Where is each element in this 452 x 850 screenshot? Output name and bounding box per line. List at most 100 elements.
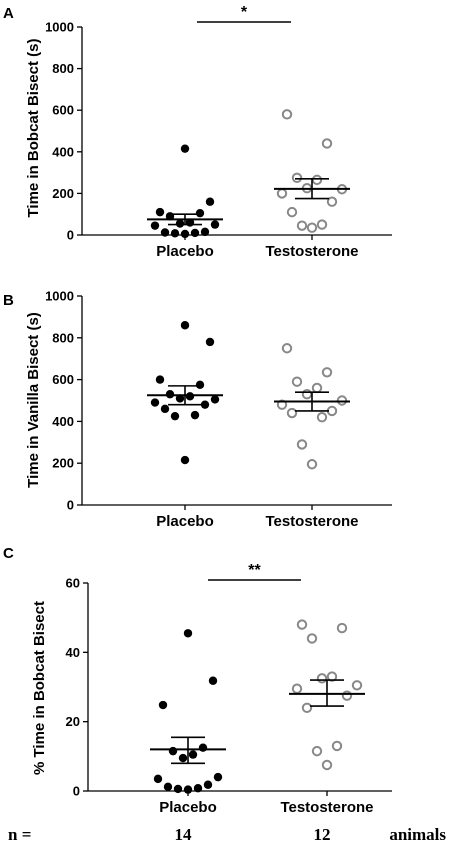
- data-point: [341, 690, 353, 701]
- data-point: [150, 398, 160, 407]
- data-point: [183, 785, 193, 794]
- data-point: [336, 622, 348, 634]
- y-axis-label: Time in Vanilla Bisect (s): [25, 312, 42, 488]
- data-point: [321, 367, 333, 378]
- data-point: [296, 220, 308, 231]
- data-point: [291, 172, 303, 184]
- data-point: [336, 395, 348, 406]
- y-tick-label: 800: [52, 61, 74, 76]
- data-point: [155, 375, 165, 384]
- data-point: [331, 740, 343, 752]
- data-point: [200, 400, 210, 409]
- data-point: [276, 188, 288, 199]
- data-point: [205, 197, 215, 206]
- y-tick-label: 400: [52, 144, 74, 159]
- y-tick-label: 20: [66, 714, 80, 729]
- x-tick-label: Testosterone: [265, 243, 358, 260]
- data-point: [183, 629, 193, 638]
- y-tick-label: 0: [73, 784, 80, 799]
- data-point: [306, 222, 318, 233]
- x-tick-label: Placebo: [159, 799, 217, 816]
- data-point: [175, 394, 185, 403]
- y-tick-label: 800: [52, 330, 74, 345]
- y-tick-label: 40: [66, 645, 80, 660]
- data-point: [213, 772, 223, 782]
- data-point: [160, 404, 170, 414]
- data-point: [316, 673, 328, 684]
- data-point: [190, 228, 200, 238]
- data-point: [286, 206, 298, 218]
- panel-letter: C: [3, 545, 14, 562]
- data-point: [321, 138, 333, 149]
- data-point: [281, 343, 293, 354]
- data-point: [198, 743, 208, 752]
- data-point: [155, 207, 165, 217]
- data-point: [311, 745, 323, 757]
- data-point: [301, 389, 313, 400]
- data-point: [311, 174, 323, 186]
- n-label: n =: [8, 825, 31, 844]
- data-point: [158, 700, 168, 710]
- data-point: [185, 392, 195, 401]
- animals-label: animals: [389, 825, 446, 844]
- y-tick-label: 400: [52, 414, 74, 429]
- data-point: [301, 702, 313, 713]
- significance-label: **: [248, 562, 261, 579]
- sample-size-footer: n = 14 12 animals: [8, 825, 446, 844]
- testosterone-n: 12: [314, 825, 331, 844]
- data-point: [281, 109, 293, 120]
- data-point: [190, 410, 200, 420]
- y-tick-label: 600: [52, 103, 74, 118]
- y-tick-label: 200: [52, 456, 74, 471]
- panel-letter: A: [3, 5, 14, 22]
- data-point: [163, 782, 173, 792]
- x-tick-label: Placebo: [156, 513, 214, 530]
- data-point: [153, 774, 163, 784]
- y-tick-label: 200: [52, 186, 74, 201]
- data-point: [203, 780, 213, 789]
- data-point: [195, 380, 205, 390]
- y-tick-label: 60: [66, 576, 80, 591]
- y-axis-label: Time in Bobcat Bisect (s): [25, 39, 42, 218]
- data-point: [173, 784, 183, 794]
- data-point: [316, 219, 328, 230]
- panel-letter: B: [3, 292, 14, 309]
- data-point: [180, 144, 190, 153]
- data-point: [180, 455, 190, 465]
- data-point: [286, 407, 298, 419]
- data-point: [326, 405, 338, 417]
- data-point: [291, 683, 303, 694]
- data-point: [180, 229, 190, 239]
- data-point: [150, 221, 160, 230]
- y-tick-label: 600: [52, 372, 74, 387]
- data-point: [170, 229, 180, 238]
- data-point: [306, 459, 318, 470]
- panel-b: B Time in Vanilla Bisect (s) 0 200 400 600 8…: [3, 289, 392, 530]
- data-point: [168, 746, 178, 756]
- significance-label: *: [241, 4, 248, 21]
- data-point: [180, 321, 190, 330]
- x-tick-label: Testosterone: [265, 513, 358, 530]
- data-point: [165, 390, 175, 399]
- data-point: [316, 412, 328, 423]
- data-point: [326, 196, 338, 207]
- y-axis-label: % Time in Bobcat Bisect: [31, 601, 48, 775]
- panel-a: A Time in Bobcat Bisect (s) 0 200 400 600 80…: [3, 4, 392, 260]
- y-tick-label: 1000: [45, 289, 74, 304]
- plot-area: 0 20 40 60 Placebo Testosterone **: [66, 562, 392, 816]
- data-point: [175, 219, 185, 228]
- data-point: [193, 784, 203, 793]
- data-point: [321, 759, 333, 771]
- data-point: [210, 395, 220, 404]
- data-point: [188, 750, 198, 759]
- data-point: [210, 220, 220, 229]
- x-tick-label: Testosterone: [280, 799, 373, 816]
- data-point: [296, 439, 308, 450]
- data-point: [178, 753, 188, 763]
- placebo-n: 14: [175, 825, 193, 844]
- plot-area: 0 200 400 600 800 1000 Placebo Testosterone *: [45, 4, 392, 260]
- data-point: [311, 382, 323, 394]
- data-point: [195, 208, 205, 218]
- data-point: [351, 680, 363, 691]
- plot-area: 0 200 400 600 800 1000 Placebo Testosterone: [45, 289, 392, 530]
